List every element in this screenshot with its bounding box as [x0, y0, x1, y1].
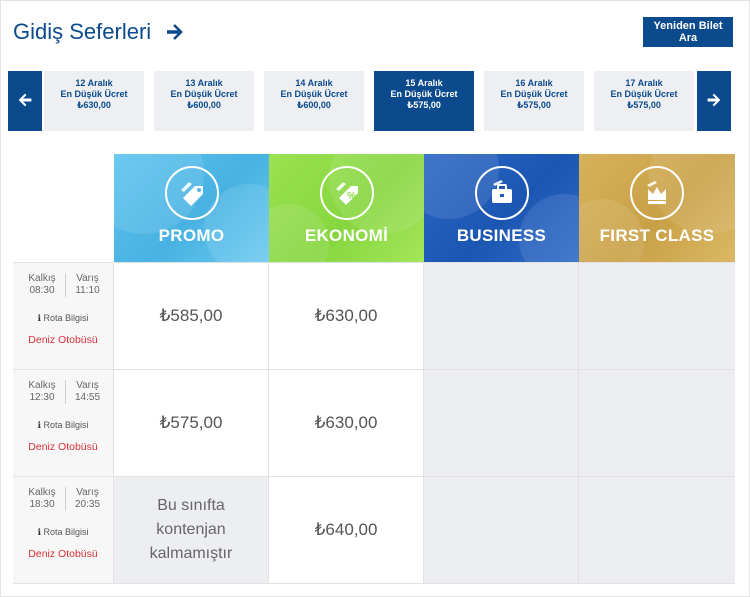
svg-text:%: %: [347, 191, 356, 202]
trip-info: Kalkış 12:30 Varış 14:55 ℹ Rota Bilgisi …: [13, 370, 114, 476]
vessel-type: Deniz Otobüsü: [28, 334, 98, 346]
previous-dates-button[interactable]: [8, 71, 42, 131]
vessel-type: Deniz Otobüsü: [28, 548, 98, 560]
fare-promo-unavailable: Bu sınıfta kontenjan kalmamıştır: [114, 477, 269, 583]
departure-label: Kalkış: [28, 380, 56, 391]
class-header-ekonomi: % EKONOMİ: [269, 154, 424, 262]
date-card-date: 16 Aralık: [515, 78, 553, 88]
date-card-17[interactable]: 17 Aralık En Düşük Ücret ₺575,00: [594, 71, 694, 131]
route-info-link[interactable]: ℹ Rota Bilgisi: [13, 313, 113, 324]
trip-row: Kalkış 08:30 Varış 11:10 ℹ Rota Bilgisi …: [13, 262, 735, 369]
date-card-caption: En Düşük Ücret: [610, 89, 678, 99]
arrow-left-icon: [17, 92, 33, 111]
page-title-text: Gidiş Seferleri: [13, 19, 152, 44]
trip-row: Kalkış 12:30 Varış 14:55 ℹ Rota Bilgisi …: [13, 369, 735, 476]
date-card-price: ₺575,00: [627, 100, 661, 110]
route-info-link[interactable]: ℹ Rota Bilgisi: [13, 420, 113, 431]
date-card-price: ₺575,00: [407, 100, 441, 110]
class-header-promo: PROMO: [114, 154, 269, 262]
date-card-16[interactable]: 16 Aralık En Düşük Ücret ₺575,00: [484, 71, 584, 131]
arrival-label: Varış: [76, 487, 99, 498]
fare-first-class-empty: [579, 263, 735, 369]
fare-first-class-empty: [579, 370, 735, 476]
date-card-date: 12 Aralık: [75, 78, 113, 88]
arrow-right-icon: [165, 22, 185, 42]
percent-tag-icon: %: [319, 166, 374, 220]
date-card-caption: En Düşük Ücret: [500, 89, 568, 99]
date-card-15-selected[interactable]: 15 Aralık En Düşük Ücret ₺575,00: [374, 71, 474, 131]
class-label-promo: PROMO: [158, 226, 225, 245]
class-header-first-class: FIRST CLASS: [579, 154, 735, 262]
class-header-business: BUSINESS: [424, 154, 579, 262]
route-info-link[interactable]: ℹ Rota Bilgisi: [13, 527, 113, 538]
route-info-label: Rota Bilgisi: [43, 420, 89, 430]
info-icon: ℹ: [37, 313, 41, 323]
date-card-12[interactable]: 12 Aralık En Düşük Ücret ₺630,00: [44, 71, 144, 131]
arrival-label: Varış: [76, 273, 99, 284]
route-info-label: Rota Bilgisi: [43, 313, 89, 323]
fare-first-class-empty: [579, 477, 735, 583]
date-card-14[interactable]: 14 Aralık En Düşük Ücret ₺600,00: [264, 71, 364, 131]
unavailable-message: Bu sınıfta kontenjan kalmamıştır: [149, 497, 233, 562]
fare-ekonomi[interactable]: ₺640,00: [269, 477, 424, 583]
departure-time: 12:30: [29, 392, 55, 403]
date-card-price: ₺575,00: [517, 100, 551, 110]
info-icon: ℹ: [37, 420, 41, 430]
class-label-ekonomi: EKONOMİ: [304, 226, 389, 245]
date-card-price: ₺630,00: [77, 100, 111, 110]
info-icon: ℹ: [37, 527, 41, 537]
briefcase-icon: [474, 166, 529, 220]
departure-label: Kalkış: [28, 273, 56, 284]
date-card-caption: En Düşük Ücret: [170, 89, 238, 99]
price-tag-icon: [164, 166, 219, 220]
departure-time: 18:30: [29, 499, 55, 510]
fare-promo[interactable]: ₺575,00: [114, 370, 269, 476]
departure-time: 08:30: [29, 285, 55, 296]
date-card-date: 13 Aralık: [185, 78, 223, 88]
table-bottom-border: [13, 583, 735, 584]
departure-label: Kalkış: [28, 487, 56, 498]
date-card-date: 14 Aralık: [295, 78, 333, 88]
class-label-first-class: FIRST CLASS: [599, 226, 715, 245]
page-title: Gidiş Seferleri: [13, 19, 185, 45]
next-dates-button[interactable]: [697, 71, 731, 131]
date-card-price: ₺600,00: [297, 100, 331, 110]
fare-ekonomi[interactable]: ₺630,00: [269, 370, 424, 476]
trip-row: Kalkış 18:30 Varış 20:35 ℹ Rota Bilgisi …: [13, 476, 735, 583]
fare-table: PROMO % EKONOMİ: [13, 154, 735, 584]
date-card-date: 15 Aralık: [405, 78, 443, 88]
date-card-13[interactable]: 13 Aralık En Düşük Ücret ₺600,00: [154, 71, 254, 131]
arrival-time: 14:55: [74, 392, 101, 403]
fare-business-empty: [424, 263, 579, 369]
crown-icon: [630, 166, 684, 220]
route-info-label: Rota Bilgisi: [43, 527, 89, 537]
trip-info: Kalkış 08:30 Varış 11:10 ℹ Rota Bilgisi …: [13, 263, 114, 369]
fare-ekonomi[interactable]: ₺630,00: [269, 263, 424, 369]
fare-business-empty: [424, 477, 579, 583]
class-label-business: BUSINESS: [456, 226, 547, 245]
vessel-type: Deniz Otobüsü: [28, 441, 98, 453]
arrival-time: 20:35: [74, 499, 101, 510]
date-card-caption: En Düşük Ücret: [60, 89, 128, 99]
trip-info: Kalkış 18:30 Varış 20:35 ℹ Rota Bilgisi …: [13, 477, 114, 583]
arrow-right-icon: [706, 92, 722, 111]
date-card-caption: En Düşük Ücret: [280, 89, 348, 99]
date-card-date: 17 Aralık: [625, 78, 663, 88]
date-card-price: ₺600,00: [187, 100, 221, 110]
fare-promo[interactable]: ₺585,00: [114, 263, 269, 369]
date-card-caption: En Düşük Ücret: [390, 89, 458, 99]
arrival-label: Varış: [76, 380, 99, 391]
fare-business-empty: [424, 370, 579, 476]
arrival-time: 11:10: [75, 285, 100, 296]
research-button[interactable]: Yeniden Bilet Ara: [643, 17, 733, 47]
